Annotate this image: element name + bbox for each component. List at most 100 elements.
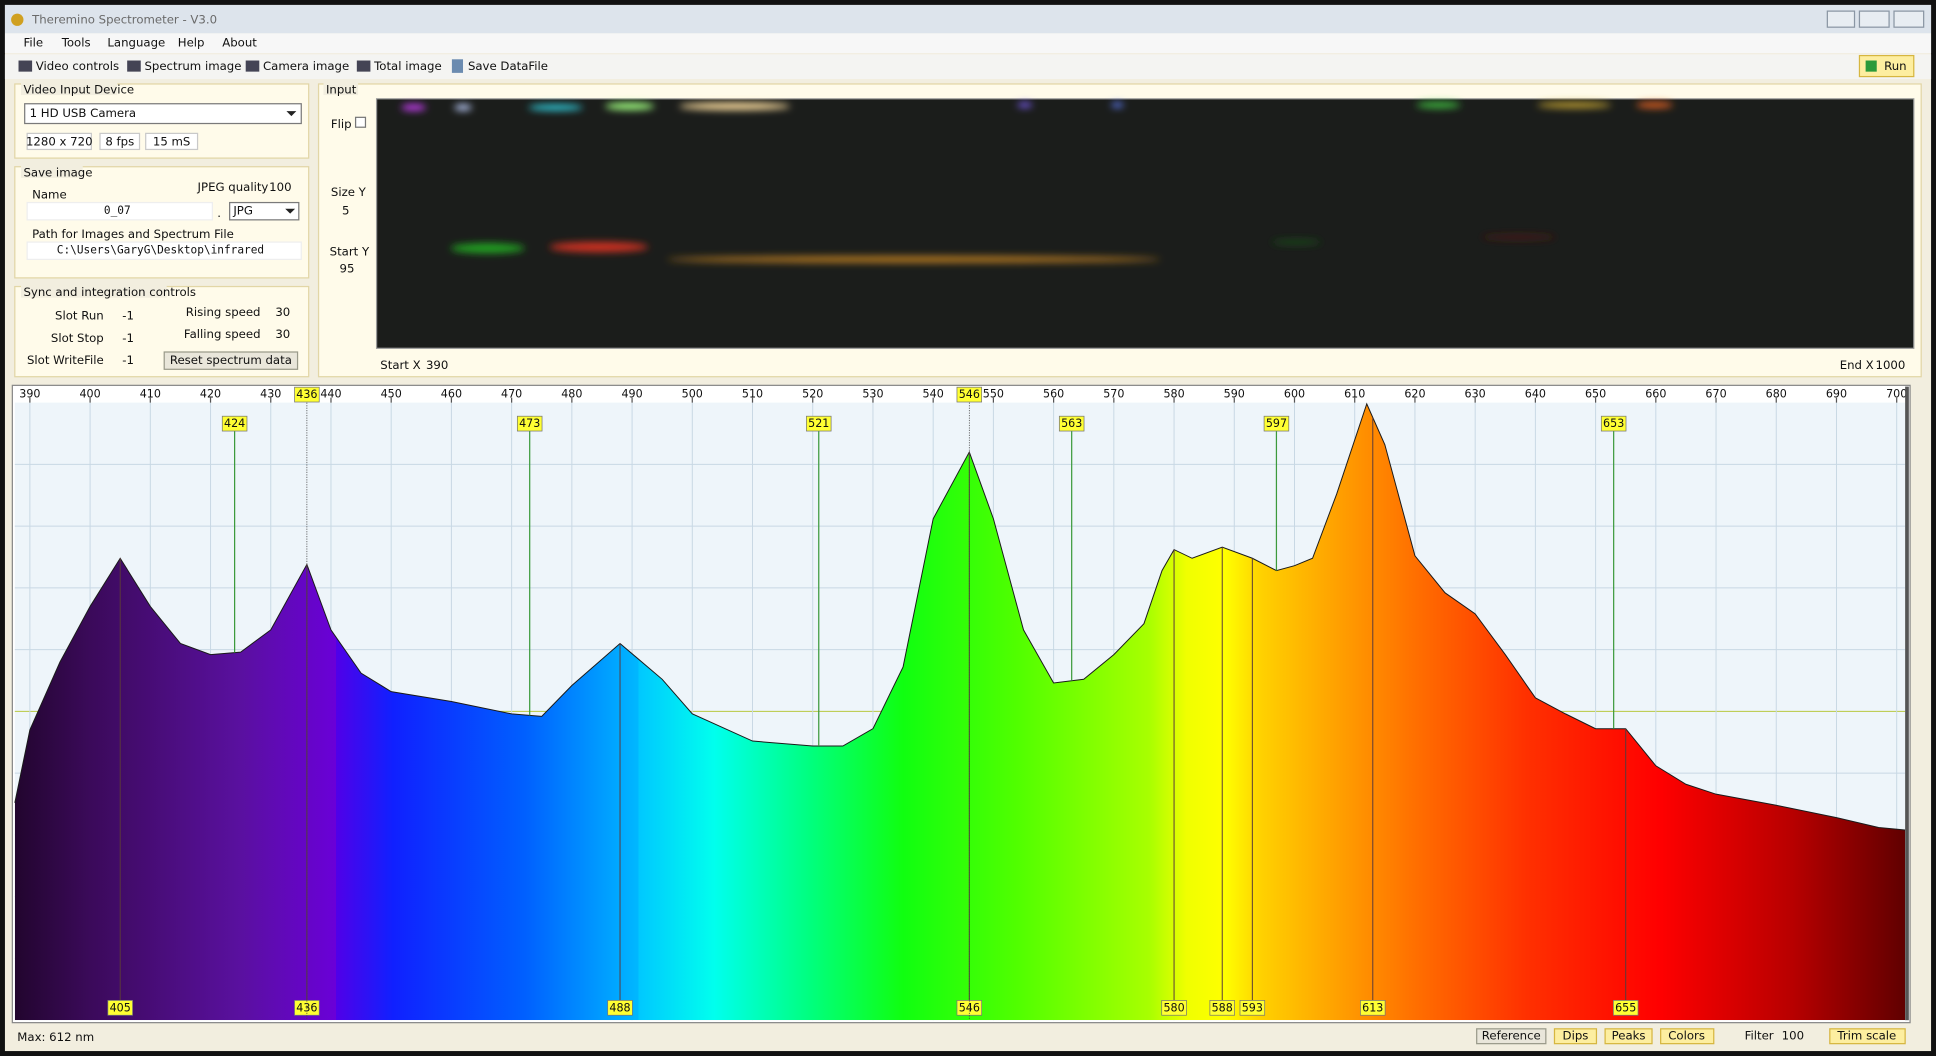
slot-run-label: Slot Run: [55, 309, 104, 323]
x-tick-label: 550: [983, 388, 1004, 401]
window-title: Theremino Spectrometer - V3.0: [31, 12, 217, 26]
end-x-label: End X: [1840, 358, 1874, 372]
x-tick-label: 460: [441, 388, 462, 401]
streak: [1017, 103, 1032, 108]
x-tick-label: 500: [682, 388, 703, 401]
toolbar-icon: [19, 61, 33, 72]
x-tick-label: 400: [79, 388, 100, 401]
minimize-button[interactable]: [1827, 11, 1854, 27]
end-x[interactable]: 1000: [1876, 358, 1906, 372]
slot-writefile-label: Slot WriteFile: [27, 353, 104, 367]
title-bar: [5, 5, 1931, 33]
streak: [605, 103, 654, 110]
device-name: 1 HD USB Camera: [30, 106, 136, 120]
resolution: 1280 x 720: [26, 135, 93, 149]
menu-item[interactable]: About: [222, 36, 257, 50]
toolbar-button[interactable]: Total image: [373, 59, 442, 73]
x-tick-label: 540: [923, 388, 944, 401]
toolbar-icon: [357, 61, 371, 72]
filter-label: Filter: [1745, 1029, 1774, 1043]
x-tick-label: 410: [140, 388, 161, 401]
status-button-label: Peaks: [1612, 1029, 1646, 1043]
x-tick-label: 600: [1284, 388, 1305, 401]
close-button[interactable]: [1894, 11, 1924, 27]
fps: 8 fps: [105, 135, 134, 149]
x-tick-label: 570: [1103, 388, 1124, 401]
flip-checkbox[interactable]: [356, 117, 366, 127]
max-readout: Max: 612 nm: [17, 1030, 94, 1044]
x-tick-label: 470: [501, 388, 522, 401]
menu-item[interactable]: File: [23, 36, 43, 50]
slot-stop[interactable]: -1: [122, 331, 134, 345]
slot-writefile[interactable]: -1: [122, 353, 134, 367]
run-icon: [1866, 61, 1877, 72]
x-tick-label: 510: [742, 388, 763, 401]
streak: [528, 104, 582, 110]
peak-label: 473: [519, 417, 540, 430]
streak: [451, 243, 525, 253]
x-tick-label: 640: [1525, 388, 1546, 401]
x-tick-label: 690: [1826, 388, 1847, 401]
slot-run[interactable]: -1: [122, 309, 134, 323]
peak-bottom-label: 655: [1615, 1001, 1636, 1014]
peak-bottom-label: 613: [1362, 1001, 1383, 1014]
peak-label: 521: [808, 417, 829, 430]
streak: [1537, 102, 1611, 108]
start-x[interactable]: 390: [426, 358, 448, 372]
peak-label: 563: [1061, 417, 1082, 430]
falling[interactable]: 30: [275, 327, 290, 341]
streak: [1272, 240, 1321, 245]
peak-bottom-label: 588: [1212, 1001, 1233, 1014]
toolbar-button[interactable]: Spectrum image: [144, 59, 241, 73]
menu-item[interactable]: Tools: [61, 36, 91, 50]
streak: [1482, 235, 1556, 240]
run-label: Run: [1884, 59, 1906, 73]
filter-value[interactable]: 100: [1782, 1029, 1804, 1043]
peak-bottom-label: 488: [609, 1001, 630, 1014]
x-tick-label: 700: [1886, 388, 1907, 401]
group-title: Sync and integration controls: [23, 285, 196, 299]
path-value: C:\Users\GaryG\Desktop\infrared: [57, 244, 264, 257]
menu-item[interactable]: Language: [107, 36, 165, 50]
streak: [1416, 102, 1460, 108]
trim-label: Trim scale: [1836, 1029, 1896, 1043]
menu-item[interactable]: Help: [178, 36, 205, 50]
toolbar-icon: [452, 59, 463, 73]
peak-label: 424: [224, 417, 245, 430]
rising[interactable]: 30: [275, 305, 290, 319]
x-tick-label: 590: [1224, 388, 1245, 401]
name-label: Name: [32, 188, 67, 202]
x-tick-label: 490: [621, 388, 642, 401]
scroll-edge: [1905, 387, 1909, 1021]
x-tick-label: 440: [320, 388, 341, 401]
toolbar-icon: [246, 61, 260, 72]
x-tick-label: 680: [1766, 388, 1787, 401]
peak-label: 653: [1603, 417, 1624, 430]
falling-label: Falling speed: [184, 327, 261, 341]
toolbar-button[interactable]: Video controls: [36, 59, 119, 73]
size-y[interactable]: 5: [342, 204, 349, 218]
streak: [1111, 103, 1123, 108]
x-tick-label: 450: [381, 388, 402, 401]
group-title: Input: [326, 83, 357, 97]
x-tick-label: 660: [1645, 388, 1666, 401]
dot: .: [217, 206, 221, 220]
rising-label: Rising speed: [186, 305, 261, 319]
name-value: 0_07: [104, 204, 131, 217]
jpeg-quality-label: JPEG quality: [197, 180, 269, 194]
reference-label: 546: [959, 388, 980, 401]
toolbar-button[interactable]: Camera image: [263, 59, 349, 73]
toolbar-button[interactable]: Save DataFile: [468, 59, 548, 73]
streak: [1636, 102, 1673, 108]
camera-image: [377, 99, 1914, 348]
status-button-label: Dips: [1563, 1029, 1589, 1043]
start-y[interactable]: 95: [340, 262, 355, 276]
jpeg-quality[interactable]: 100: [269, 180, 291, 194]
x-tick-label: 630: [1465, 388, 1486, 401]
streak: [401, 104, 426, 110]
maximize-button[interactable]: [1859, 11, 1889, 27]
x-tick-label: 530: [862, 388, 883, 401]
exposure: 15 mS: [153, 135, 190, 149]
